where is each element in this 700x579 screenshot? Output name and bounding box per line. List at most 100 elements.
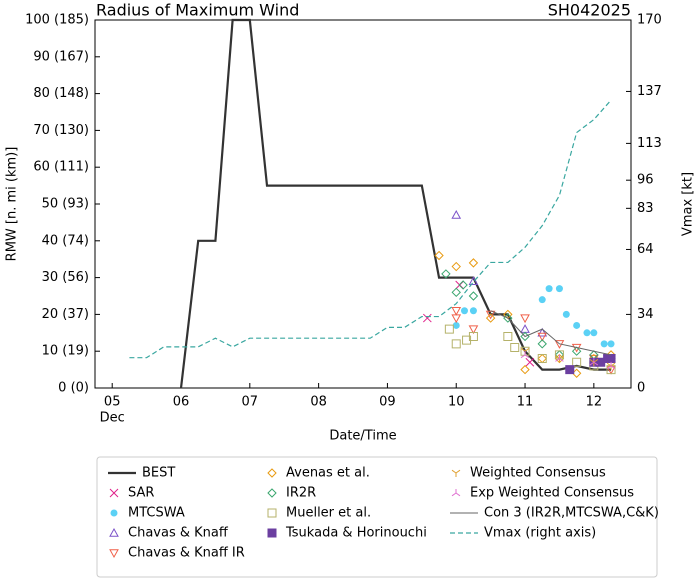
legend-label: Mueller et al. bbox=[286, 506, 371, 521]
y2-tick-label: 170 bbox=[637, 13, 662, 28]
legend-swatch bbox=[109, 549, 119, 559]
data-point bbox=[503, 331, 513, 341]
y-tick-label: 80 (148) bbox=[33, 86, 89, 101]
data-point bbox=[520, 346, 530, 356]
y-tick-label: 30 (56) bbox=[42, 270, 89, 285]
data-point bbox=[485, 313, 496, 323]
data-point bbox=[555, 285, 563, 293]
y-tick-label: 70 (130) bbox=[33, 123, 89, 138]
data-point bbox=[537, 354, 547, 364]
data-point bbox=[451, 261, 461, 272]
legend-label: Chavas & Knaff IR bbox=[128, 546, 245, 561]
data-point bbox=[451, 307, 462, 316]
data-point bbox=[607, 340, 615, 348]
series-line bbox=[490, 310, 612, 356]
y2-tick-label: 64 bbox=[637, 242, 654, 257]
data-point bbox=[520, 350, 530, 359]
y2-tick-label: 34 bbox=[637, 307, 654, 322]
legend-label: SAR bbox=[128, 486, 154, 501]
y-tick-label: 40 (74) bbox=[42, 233, 89, 248]
data-point bbox=[444, 324, 454, 334]
legend-label: Con 3 (IR2R,MTCSWA,C&K) bbox=[484, 506, 659, 521]
data-point bbox=[537, 332, 548, 342]
x-tick-label: 12 bbox=[586, 395, 603, 410]
data-point bbox=[545, 285, 553, 293]
x-tick-label: 10 bbox=[448, 395, 465, 410]
data-point bbox=[589, 359, 599, 367]
legend-label: Exp Weighted Consensus bbox=[470, 486, 634, 501]
data-point bbox=[606, 354, 616, 364]
y-axis-label: RMW [n. mi (km)] bbox=[5, 147, 20, 262]
x-month-label: Dec bbox=[100, 411, 125, 426]
data-point bbox=[469, 307, 477, 315]
data-point bbox=[520, 364, 530, 375]
data-point bbox=[468, 276, 479, 285]
data-point bbox=[589, 358, 599, 366]
y2-tick-label: 0 bbox=[637, 381, 645, 396]
data-point bbox=[468, 291, 479, 301]
y-tick-label: 20 (37) bbox=[42, 307, 89, 322]
legend-swatch bbox=[109, 527, 119, 537]
legend-swatch bbox=[267, 488, 277, 498]
legend-label: MTCSWA bbox=[128, 506, 185, 521]
data-point bbox=[451, 314, 462, 324]
legend-swatch bbox=[267, 528, 277, 538]
data-point bbox=[573, 321, 581, 329]
data-point bbox=[537, 339, 547, 349]
data-point bbox=[451, 287, 461, 298]
data-point bbox=[441, 269, 451, 279]
data-point bbox=[562, 310, 570, 318]
data-point bbox=[520, 314, 530, 324]
data-point bbox=[525, 357, 535, 367]
y2-tick-label: 96 bbox=[637, 173, 654, 188]
data-point bbox=[537, 353, 547, 364]
series-line bbox=[179, 18, 612, 389]
data-point bbox=[537, 327, 548, 337]
data-point bbox=[606, 365, 616, 375]
legend-box bbox=[96, 456, 658, 578]
data-point bbox=[452, 321, 460, 329]
y-tick-label: 60 (111) bbox=[33, 160, 89, 175]
data-point bbox=[510, 343, 520, 353]
x-tick-label: 05 bbox=[104, 395, 121, 410]
data-point bbox=[451, 210, 462, 219]
legend-label: BEST bbox=[142, 466, 175, 481]
legend-label: Vmax (right axis) bbox=[484, 526, 596, 541]
legend-swatch bbox=[451, 469, 461, 477]
data-point bbox=[565, 365, 575, 375]
x-tick-label: 07 bbox=[242, 395, 259, 410]
data-point bbox=[520, 324, 530, 333]
legend-label: IR2R bbox=[286, 486, 316, 501]
y-tick-label: 0 (0) bbox=[58, 381, 89, 396]
y-tick-label: 10 (19) bbox=[42, 344, 89, 359]
data-point bbox=[460, 307, 468, 315]
data-point bbox=[590, 329, 598, 337]
data-point bbox=[606, 361, 616, 370]
data-point bbox=[468, 325, 479, 335]
legend-swatch bbox=[451, 489, 461, 497]
data-point bbox=[555, 355, 564, 363]
data-point bbox=[572, 357, 582, 367]
y2-tick-label: 137 bbox=[637, 84, 662, 99]
x-tick-label: 06 bbox=[173, 395, 190, 410]
data-point bbox=[462, 335, 472, 345]
plot-frame bbox=[94, 19, 632, 389]
y2-axis-label: Vmax [kt] bbox=[681, 172, 696, 236]
legend-swatch bbox=[109, 488, 119, 498]
legend-label: Chavas & Knaff bbox=[128, 526, 229, 541]
x-tick-label: 11 bbox=[517, 395, 534, 410]
y-tick-label: 90 (167) bbox=[33, 49, 89, 64]
data-point bbox=[468, 258, 479, 268]
data-point bbox=[571, 346, 582, 356]
data-point bbox=[583, 329, 591, 337]
chart-title: Radius of Maximum Wind bbox=[96, 1, 299, 20]
y2-tick-label: 113 bbox=[637, 136, 662, 151]
x-tick-label: 08 bbox=[310, 395, 327, 410]
x-tick-label: 09 bbox=[379, 395, 396, 410]
data-point bbox=[434, 250, 444, 261]
data-point bbox=[458, 280, 468, 290]
series-line bbox=[129, 99, 612, 359]
legend-label: Weighted Consensus bbox=[470, 466, 606, 481]
data-point bbox=[451, 339, 461, 349]
